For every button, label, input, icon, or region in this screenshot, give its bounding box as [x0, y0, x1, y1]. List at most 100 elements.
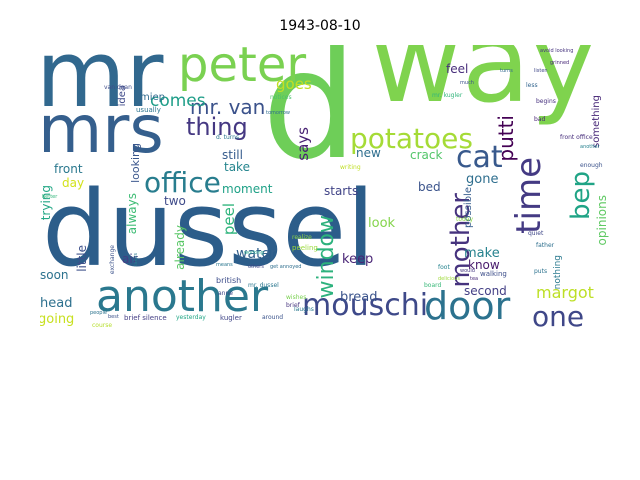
word: writing [340, 164, 361, 171]
word: make [464, 246, 500, 261]
word: second [464, 284, 507, 298]
word: moment [222, 182, 273, 196]
word: front [54, 162, 83, 176]
word: laughs [294, 306, 314, 313]
word: delicious [438, 276, 460, 282]
word: window [314, 215, 339, 299]
word: around [262, 314, 284, 321]
word: kugler [220, 314, 242, 322]
word: mr [40, 45, 164, 128]
word: miep [140, 92, 166, 103]
word: better [42, 194, 58, 200]
word: crack [410, 148, 443, 162]
word: would [460, 268, 475, 274]
word: van daan [104, 84, 132, 91]
word: father [536, 242, 555, 249]
word: two [164, 194, 186, 208]
word: mouschi [302, 288, 429, 323]
word: comes [150, 91, 206, 111]
word: takes [133, 253, 139, 267]
word: tea [470, 276, 479, 282]
word-cloud: dussel way mr d mrs peter another door p… [40, 45, 610, 330]
word: d. turns [216, 134, 240, 141]
word: brief silence [124, 314, 167, 322]
word: mrs [40, 91, 164, 168]
word: one [532, 300, 585, 331]
word: begins [536, 98, 556, 105]
word: office [144, 166, 221, 199]
word: today [456, 216, 474, 223]
word: mr. kugler [432, 92, 463, 99]
word: people [90, 310, 107, 316]
word: another [96, 271, 269, 322]
word: exchange [109, 245, 116, 275]
word: get annoyed [270, 264, 302, 270]
word: starts [324, 184, 359, 198]
word: realize [292, 234, 312, 241]
word: brief [286, 302, 300, 309]
word: take [224, 160, 250, 174]
word: going [40, 312, 75, 327]
word: still [222, 148, 243, 162]
word: tomorrow [266, 110, 291, 116]
word: d [262, 45, 358, 193]
word: little [75, 245, 89, 272]
word: new [356, 146, 381, 160]
word: means [216, 262, 233, 268]
word: potatoes [350, 122, 473, 155]
word: way [370, 45, 597, 128]
word: thing [186, 113, 248, 141]
word: something [591, 95, 602, 148]
word: avoid looking [540, 48, 574, 54]
word: head [40, 296, 73, 311]
word: bep [566, 171, 596, 221]
word: mr. van [190, 95, 266, 119]
word: peeling [292, 244, 318, 252]
word: bread [340, 290, 378, 305]
word: notices [270, 94, 292, 101]
word: turns [500, 68, 513, 74]
word: door [424, 284, 511, 328]
word: goes [276, 75, 312, 93]
word: water [236, 246, 276, 262]
word: walking [480, 270, 507, 278]
word: time [509, 157, 549, 234]
word: bad [534, 116, 546, 123]
word: already [173, 225, 187, 270]
word: puts [534, 268, 548, 275]
word: much [460, 80, 474, 86]
chart-title: 1943-08-10 [279, 18, 361, 34]
word: another [580, 144, 600, 150]
word: soon [40, 268, 69, 282]
word: working [244, 250, 264, 256]
word: always [125, 193, 139, 235]
word: bed [418, 180, 441, 194]
word: enough [580, 162, 603, 169]
word: putti [494, 115, 518, 162]
word: yesterday [176, 314, 206, 321]
word: look [368, 216, 396, 231]
word: margot [536, 283, 594, 302]
word: british [216, 276, 242, 285]
word: listen [534, 68, 548, 74]
word: less [526, 82, 538, 89]
word: peter [178, 45, 307, 93]
word: keep [342, 252, 374, 267]
word: best [108, 314, 119, 320]
word: trying [40, 185, 53, 221]
word: usually [136, 106, 161, 114]
word: mr. dussel [248, 282, 279, 289]
word: foot [438, 264, 450, 271]
word: nothing [553, 255, 563, 290]
word: cat [456, 140, 503, 175]
word: gone [466, 172, 499, 187]
word: board [424, 282, 442, 289]
word: looking [129, 143, 142, 183]
word: front office [560, 134, 593, 141]
word: course [92, 322, 113, 329]
word: day [62, 176, 85, 190]
word: grinned [550, 60, 570, 66]
word: says [294, 127, 312, 161]
word: air [122, 252, 138, 266]
word: dussel [42, 168, 376, 290]
